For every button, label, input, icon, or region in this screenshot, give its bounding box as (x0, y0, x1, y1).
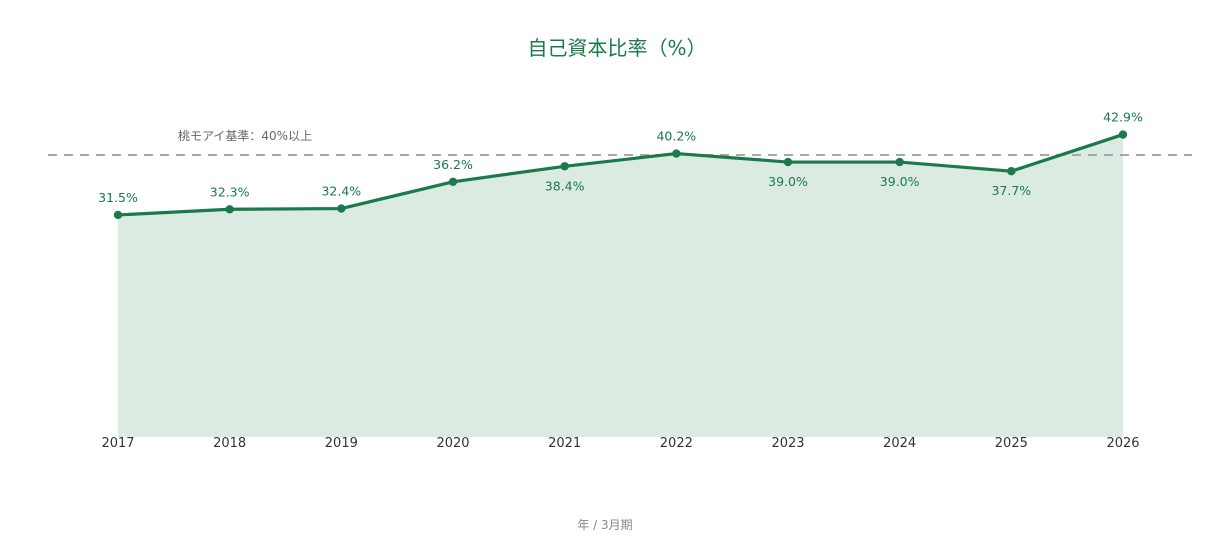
x-tick-label: 2025 (995, 436, 1028, 451)
data-point (895, 157, 904, 167)
data-label: 40.2% (656, 129, 696, 144)
x-tick-label: 2022 (660, 436, 693, 451)
data-label: 38.4% (545, 178, 585, 193)
x-tick-label: 2024 (883, 436, 916, 451)
data-point (783, 157, 793, 167)
data-point (560, 162, 569, 171)
data-label: 32.3% (210, 184, 250, 199)
x-tick-label: 2018 (213, 436, 246, 451)
data-label: 37.7% (991, 183, 1031, 198)
data-label: 32.4% (321, 184, 361, 199)
chart-title: 自己資本比率（%） (527, 36, 706, 60)
data-point (113, 210, 123, 220)
data-point (448, 177, 458, 186)
data-point (225, 205, 234, 214)
x-axis-label: 年 / 3月期 (577, 518, 632, 532)
x-tick-label: 2019 (325, 436, 358, 451)
area-fill (118, 134, 1123, 437)
data-point (337, 204, 346, 213)
x-tick-label: 2017 (101, 436, 134, 451)
x-tick-label: 2026 (1106, 436, 1139, 451)
data-label: 39.0% (880, 174, 920, 189)
data-label: 42.9% (1103, 110, 1143, 125)
x-tick-label: 2021 (548, 436, 581, 451)
data-label: 39.0% (768, 174, 808, 189)
plot-area: 桃モアイ基準：40%以上 31.5% 2017 32.3% 2018 32.4% 2019 3… (48, 110, 1192, 451)
data-point (672, 149, 681, 158)
series-line (116, 132, 1125, 217)
x-tick-label: 2023 (771, 436, 804, 451)
x-tick-label: 2020 (436, 436, 469, 451)
data-label: 36.2% (433, 157, 473, 172)
reference-line-label: 桃モアイ基準：40%以上 (178, 128, 312, 143)
data-point (1118, 130, 1128, 139)
data-point (1007, 167, 1016, 176)
data-label: 31.5% (98, 190, 138, 205)
